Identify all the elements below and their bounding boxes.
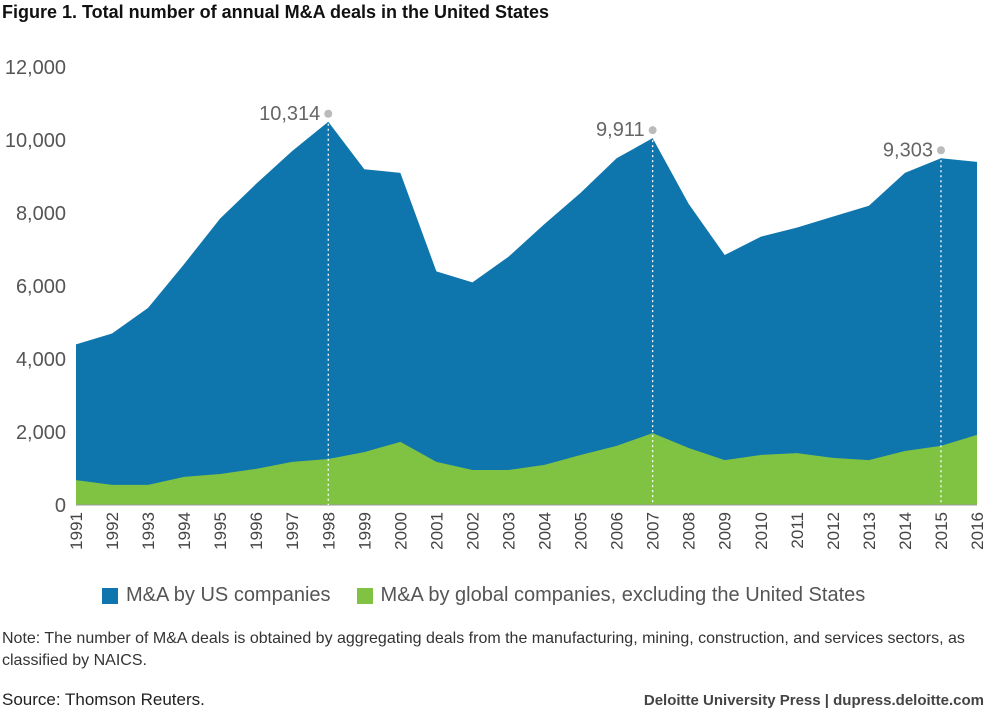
x-tick-label: 2013 <box>860 512 879 550</box>
y-tick-label: 8,000 <box>16 203 66 225</box>
legend-swatch-global <box>356 587 373 604</box>
annotation-label: 9,911 <box>596 119 645 141</box>
credit: Deloitte University Press | dupress.delo… <box>643 692 984 709</box>
y-tick-label: 12,000 <box>5 57 66 79</box>
annotation-dot <box>324 109 333 118</box>
annotation-dot <box>936 146 945 155</box>
x-tick-label: 2010 <box>752 512 771 550</box>
x-tick-label: 2015 <box>932 512 951 550</box>
x-tick-label: 2006 <box>608 512 627 550</box>
legend-item-us: M&A by US companies <box>102 584 331 607</box>
x-tick-label: 2003 <box>499 512 518 550</box>
y-tick-label: 10,000 <box>5 130 66 152</box>
x-tick-label: 1991 <box>67 512 86 550</box>
x-tick-label: 1997 <box>283 512 302 550</box>
x-tick-label: 2009 <box>716 512 735 550</box>
source: Source: Thomson Reuters. <box>2 690 205 709</box>
x-tick-label: 2008 <box>680 512 699 550</box>
x-tick-label: 2000 <box>391 512 410 550</box>
y-tick-label: 0 <box>55 495 66 517</box>
legend-label-global: M&A by global companies, excluding the U… <box>380 584 866 606</box>
x-tick-label: 1998 <box>319 512 338 550</box>
annotation-label: 10,314 <box>259 103 320 125</box>
y-tick-label: 4,000 <box>16 349 66 371</box>
y-tick-label: 6,000 <box>16 276 66 298</box>
x-tick-label: 1996 <box>247 512 266 550</box>
x-tick-label: 1995 <box>211 512 230 550</box>
x-tick-label: 2002 <box>463 512 482 550</box>
legend: M&A by US companies M&A by global compan… <box>102 584 865 607</box>
x-tick-label: 2012 <box>824 512 843 550</box>
x-tick-label: 1992 <box>103 512 122 550</box>
x-tick-label: 2014 <box>896 512 915 550</box>
y-tick-label: 2,000 <box>16 422 66 444</box>
chart-title: Figure 1. Total number of annual M&A dea… <box>2 2 550 22</box>
x-tick-label: 1999 <box>355 512 374 550</box>
note: Note: The number of M&A deals is obtaine… <box>2 630 965 669</box>
annotation-dot <box>648 126 657 135</box>
area-series-global <box>76 433 977 505</box>
legend-swatch-us <box>102 587 118 604</box>
x-tick-label: 2004 <box>536 512 555 550</box>
x-tick-label: 2007 <box>644 512 663 550</box>
x-tick-label: 2005 <box>572 512 591 550</box>
legend-item-global: M&A by global companies, excluding the U… <box>356 584 866 607</box>
x-tick-label: 2001 <box>427 512 446 550</box>
x-tick-label: 2016 <box>968 512 987 550</box>
x-tick-label: 1993 <box>139 512 158 550</box>
legend-label-us: M&A by US companies <box>126 584 331 606</box>
area-series-us <box>76 121 977 505</box>
annotation-label: 9,303 <box>883 139 933 161</box>
x-tick-label: 2011 <box>788 512 807 549</box>
x-tick-label: 1994 <box>175 512 194 550</box>
